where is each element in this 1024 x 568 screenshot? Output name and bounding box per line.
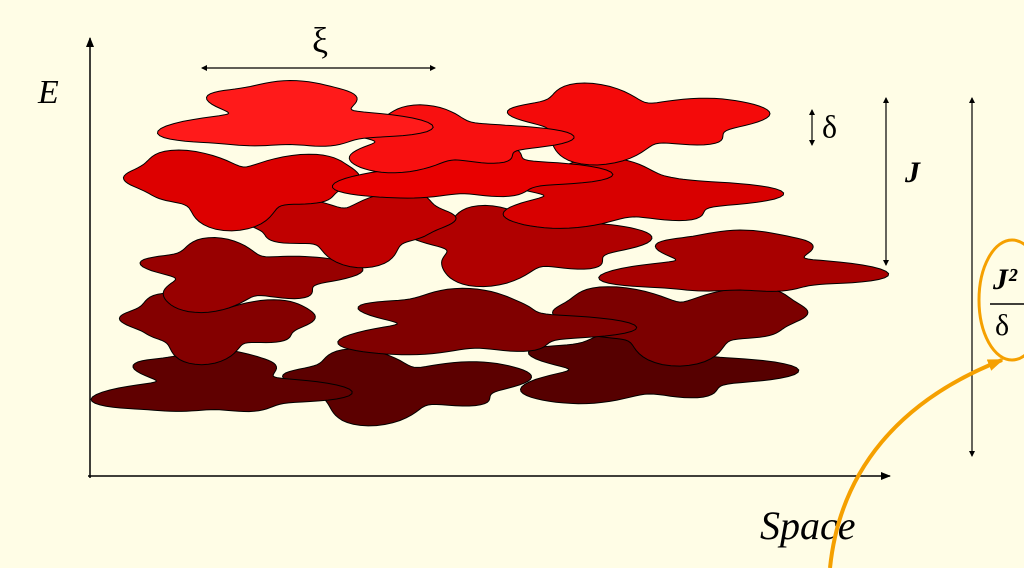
delta-label: δ — [822, 108, 837, 144]
ratio-numerator: J² — [992, 263, 1018, 296]
diagram: E Space ξ δ J J² δ — [0, 0, 1024, 568]
j-label: J — [904, 156, 921, 189]
xi-label: ξ — [312, 20, 328, 60]
energy-label: E — [37, 74, 59, 111]
background — [0, 0, 1024, 568]
ratio-denominator: δ — [995, 309, 1009, 342]
